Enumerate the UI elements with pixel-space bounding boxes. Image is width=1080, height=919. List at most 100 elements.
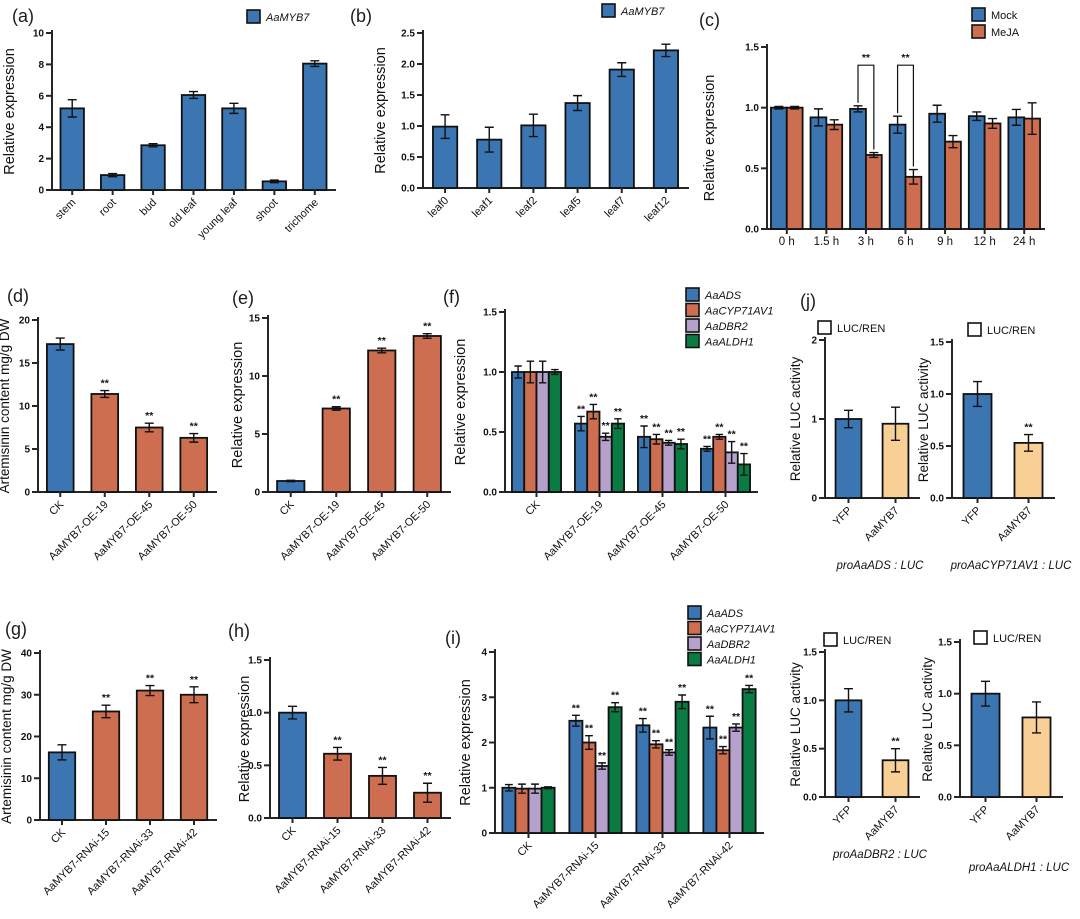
chart-tissue-expression: 0 2 4 6 8 10 Relative expression stem root bud old… xyxy=(0,0,340,268)
error-bar xyxy=(378,766,387,785)
y-tick-label: 0 xyxy=(811,494,817,505)
y-tick-label: 1.0 xyxy=(803,696,817,707)
chart-svg-a: 0 2 4 6 8 10 Relative expression stem root bud old… xyxy=(2,9,336,241)
significance-stars: ** xyxy=(378,335,387,347)
error-bar xyxy=(57,744,67,761)
panel-label-g: (g) xyxy=(5,619,27,639)
x-tick-label: CK xyxy=(278,498,298,518)
significance-stars: ** xyxy=(703,433,712,445)
y-tick-label: 20 xyxy=(21,732,33,743)
axes xyxy=(422,30,689,189)
x-tick-label: trichome xyxy=(283,197,321,235)
error-bar xyxy=(893,115,903,134)
y-axis-label: Relative expression xyxy=(702,75,718,202)
x-tick-label: 6 h xyxy=(898,236,914,248)
y-axis-label: Relative expression xyxy=(453,339,469,466)
y-tick-label: 1.5 xyxy=(401,91,415,102)
error-bar xyxy=(589,403,598,420)
legend-swatch xyxy=(601,3,616,18)
chart-svg-g: 0 10 20 30 40 Artemisinin content mg/g DW ** **… xyxy=(0,649,217,898)
significance-stars: ** xyxy=(719,734,728,746)
error-bar xyxy=(719,745,727,755)
error-bar xyxy=(538,360,547,384)
bar xyxy=(928,112,946,230)
x-tick-label: shoot xyxy=(253,197,281,225)
bar xyxy=(594,765,610,834)
error-bar xyxy=(611,701,620,713)
legend-label: AaDBR2 xyxy=(706,639,750,651)
y-tick-label: 40 xyxy=(21,649,33,660)
bar xyxy=(501,786,517,834)
error-bar xyxy=(664,439,673,446)
y-tick-label: 0 xyxy=(254,488,260,499)
chart-oe-pathway-genes: 0.0 0.5 1.0 1.5 Relative expression ** ** ** ** *… xyxy=(430,280,790,615)
y-tick-label: 0.5 xyxy=(248,761,262,772)
error-bar xyxy=(844,688,853,713)
significance-stars: ** xyxy=(101,378,110,390)
y-tick-label: 1.5 xyxy=(745,43,759,54)
x-tick-label: root xyxy=(97,197,119,219)
legend-swatch xyxy=(971,7,986,22)
y-tick-label: 2 xyxy=(481,738,487,749)
error-bar xyxy=(790,105,800,110)
chart-leaf-expression: 0.0 0.5 1.0 1.5 2.0 2.5 Relative expression lea… xyxy=(340,0,690,268)
bar xyxy=(511,371,526,493)
legend-label: LUC/REN xyxy=(837,323,885,335)
bar xyxy=(825,123,844,230)
y-tick-label: 0.5 xyxy=(401,153,415,164)
y-tick-label: 5 xyxy=(254,430,260,441)
bar xyxy=(140,144,166,191)
legend-swatch xyxy=(246,9,261,24)
bar xyxy=(135,689,165,821)
y-tick-label: 1.0 xyxy=(930,390,944,401)
significance-stars: ** xyxy=(706,703,715,715)
bar xyxy=(91,710,121,821)
error-bar xyxy=(189,90,198,100)
bar xyxy=(527,787,543,834)
legend-swatch xyxy=(687,651,702,667)
x-tick-label: 12 h xyxy=(973,236,995,248)
x-tick-label: 3 h xyxy=(858,236,874,248)
error-bar xyxy=(932,104,942,123)
significance-stars: ** xyxy=(423,321,432,333)
bar xyxy=(46,343,75,493)
bar xyxy=(47,751,77,821)
significance-stars: ** xyxy=(640,413,649,425)
error-bar xyxy=(638,717,647,733)
chart-rnai-pathway-genes: 0 1 2 3 4 Relative expression ** ** ** ** ** ** ** **… xyxy=(440,590,780,919)
significance-stars: ** xyxy=(1024,422,1033,434)
bar xyxy=(179,436,208,493)
y-tick-label: 2 xyxy=(811,336,817,347)
y-tick-label: 1.0 xyxy=(401,122,415,133)
error-bar xyxy=(640,425,648,449)
bar xyxy=(523,371,538,493)
x-tick-label: CK xyxy=(279,824,299,844)
y-axis-label: Relative LUC activity xyxy=(788,356,803,481)
bar xyxy=(276,480,306,493)
bar xyxy=(608,68,635,189)
significance-stars: ** xyxy=(639,706,648,718)
significance-stars: ** xyxy=(598,750,607,762)
y-tick-label: 10 xyxy=(21,774,33,785)
significance-stars: ** xyxy=(862,52,871,64)
significance-stars: ** xyxy=(332,394,341,406)
bar xyxy=(540,786,556,834)
legend-swatch xyxy=(685,287,700,302)
legend-label: AaALDH1 xyxy=(704,337,754,349)
bar xyxy=(849,107,867,230)
y-tick-label: 10 xyxy=(33,29,45,40)
y-tick-label: 0.0 xyxy=(483,488,497,499)
x-tick-label: leaf12 xyxy=(642,195,672,225)
y-tick-label: 4 xyxy=(481,648,487,659)
significance-stars: ** xyxy=(572,702,581,714)
error-bar xyxy=(705,715,714,740)
bar xyxy=(741,688,757,834)
error-bar xyxy=(518,783,526,794)
y-tick-label: 20 xyxy=(19,316,31,327)
y-tick-label: 1.5 xyxy=(938,638,952,649)
error-bar xyxy=(55,337,65,351)
significance-stars: ** xyxy=(652,421,661,433)
error-bar xyxy=(440,114,450,140)
chart-svg-j1: 0 1 2 Relative LUC activity YFP AaMYB7 LUC/REN… xyxy=(788,320,924,572)
